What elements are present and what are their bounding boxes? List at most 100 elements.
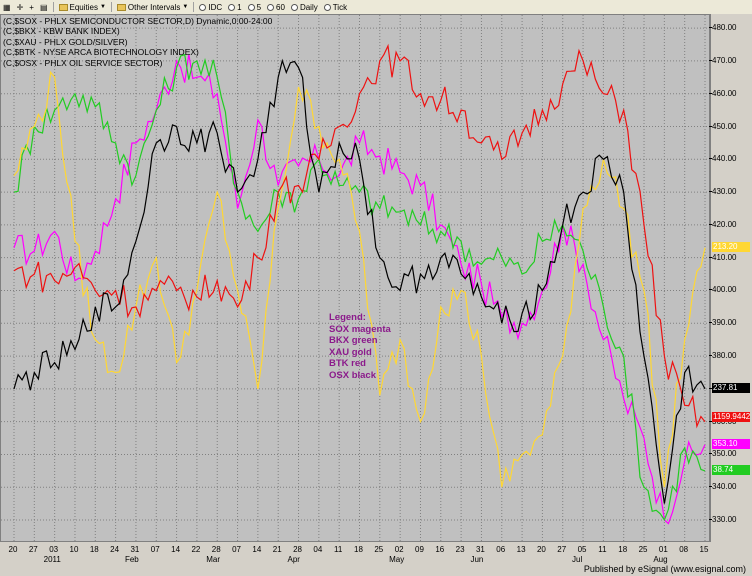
x-month-label: Apr	[287, 555, 300, 564]
series-line-sox	[13, 54, 706, 525]
last-value-xau: 213.20	[712, 241, 750, 252]
interval-1[interactable]: 1	[225, 1, 244, 13]
y-tick-label: 330.00	[708, 515, 737, 525]
legend-sox: SOX magenta	[329, 323, 391, 335]
y-tick-label: 390.00	[708, 318, 737, 328]
y-tick-label: 430.00	[708, 187, 737, 197]
x-tick-label: 27	[28, 545, 38, 554]
dropdown-icon: ▼	[99, 4, 106, 10]
x-tick-label: 21	[272, 545, 282, 554]
last-value-btk: 1159.9442	[712, 412, 751, 423]
x-tick-label: 18	[89, 545, 99, 554]
x-tick-label: 31	[475, 545, 485, 554]
radio-icon	[323, 3, 331, 11]
interval-daily[interactable]: Daily	[288, 1, 321, 13]
chart-type-icon[interactable]: ▤	[39, 2, 48, 12]
x-axis[interactable]: 20 27 03 10 18 24 31 07 14 22 28 07 14 21 28 04 11 18 25 02…	[0, 542, 710, 564]
folder-icon	[58, 3, 68, 11]
y-tick-label: 380.00	[708, 351, 737, 361]
x-tick-label: 05	[577, 545, 587, 554]
folder-icon	[116, 3, 126, 11]
x-tick-label: 20	[8, 545, 18, 554]
legend-osx: OSX black	[329, 369, 376, 381]
x-tick-label: 13	[516, 545, 526, 554]
interval-60[interactable]: 60	[264, 1, 288, 13]
equities-button[interactable]: Equities ▼	[56, 1, 109, 13]
x-tick-label: 25	[374, 545, 384, 554]
radio-icon	[228, 3, 236, 11]
footer: Published by eSignal (www.esignal.com)	[0, 564, 752, 576]
x-tick-label: 22	[191, 545, 201, 554]
x-tick-label: 25	[638, 545, 648, 554]
x-tick-label: 03	[49, 545, 59, 554]
title-osx: (C,$OSX - PHLX OIL SERVICE SECTOR)	[3, 57, 163, 68]
dropdown-icon: ▼	[182, 4, 189, 10]
x-tick-label: 02	[394, 545, 404, 554]
x-tick-label: 24	[110, 545, 120, 554]
x-month-label: Aug	[653, 555, 668, 564]
x-tick-label: 18	[618, 545, 628, 554]
interval-label: 5	[256, 2, 262, 12]
chart-svg	[1, 15, 709, 541]
series-line-osx	[13, 58, 706, 504]
y-tick-label: 460.00	[708, 88, 737, 98]
x-tick-label: 14	[252, 545, 262, 554]
chart-plot-area[interactable]: (C,$SOX - PHLX SEMICONDUCTOR SECTOR,D) D…	[0, 14, 710, 542]
y-tick-label: 410.00	[708, 252, 737, 262]
legend: Legend: SOX magenta BKX green XAU gold B…	[329, 312, 391, 381]
y-tick-label: 470.00	[708, 55, 737, 65]
x-tick-label: 07	[232, 545, 241, 554]
grid-icon[interactable]: ▦	[3, 2, 11, 12]
series-line-bkx	[13, 53, 706, 522]
x-tick-label: 07	[150, 545, 160, 554]
x-tick-label: 28	[293, 545, 302, 554]
x-tick-label: 01	[658, 545, 668, 554]
other-intervals-button[interactable]: Other Intervals ▼	[114, 1, 191, 13]
x-month-label: Jul	[572, 555, 583, 564]
y-tick-label: 340.00	[708, 482, 737, 492]
x-tick-label: 16	[435, 545, 445, 554]
legend-bkx: BKX green	[329, 335, 378, 346]
interval-label: IDC	[208, 2, 223, 12]
x-tick-label: 11	[334, 545, 343, 554]
x-month-label: Feb	[124, 555, 139, 564]
plus-icon[interactable]: +	[29, 2, 34, 12]
title-sox: (C,$SOX - PHLX SEMICONDUCTOR SECTOR,D) D…	[3, 16, 273, 26]
radio-icon	[290, 3, 298, 11]
chart-titles: (C,$SOX - PHLX SEMICONDUCTOR SECTOR,D) D…	[3, 16, 272, 68]
x-tick-label: 06	[496, 545, 506, 554]
series-line-btk	[13, 43, 706, 429]
y-tick-label: 440.00	[708, 154, 737, 164]
interval-idc[interactable]: IDC	[196, 1, 225, 13]
interval-5[interactable]: 5	[245, 1, 264, 13]
y-tick-label: 350.00	[708, 449, 737, 459]
last-value-bkx: 38.74	[712, 464, 750, 475]
x-tick-label: 20	[536, 545, 546, 554]
y-tick-label: 450.00	[708, 121, 737, 131]
y-axis[interactable]: 330.00340.00350.00360.00370.00380.00390.…	[708, 14, 752, 542]
y-tick-label: 480.00	[708, 23, 737, 33]
x-tick-label: 11	[598, 545, 607, 554]
x-tick-label: 09	[415, 545, 424, 554]
x-month-label: May	[389, 555, 405, 564]
interval-label: Tick	[332, 2, 348, 12]
interval-tick[interactable]: Tick	[321, 1, 350, 13]
last-value-sox: 353.10	[712, 438, 750, 449]
crosshair-icon[interactable]: ✛	[16, 2, 24, 12]
legend-xau: XAU gold	[329, 346, 372, 358]
toolbar: ▦ ✛ + ▤ Equities ▼ Other Intervals ▼ IDC 1…	[0, 0, 752, 15]
x-tick-label: 28	[211, 545, 221, 554]
x-tick-label: 31	[130, 545, 140, 554]
title-xau: (C,$XAU - PHLX GOLD/SILVER)	[3, 36, 128, 47]
title-bkx: (C,$BKX - KBW BANK INDEX)	[3, 26, 120, 37]
last-value-osx: 237.81	[712, 382, 750, 393]
interval-label: Daily	[299, 2, 318, 12]
y-tick-label: 400.00	[708, 285, 737, 295]
x-tick-label: 15	[699, 545, 709, 554]
footer-text: Published by eSignal (www.esignal.com)	[583, 564, 746, 574]
equities-label: Equities	[69, 2, 98, 12]
interval-label: 1	[237, 2, 242, 12]
x-month-label: Mar	[206, 555, 221, 564]
x-tick-label: 14	[171, 545, 181, 554]
x-tick-label: 08	[679, 545, 689, 554]
